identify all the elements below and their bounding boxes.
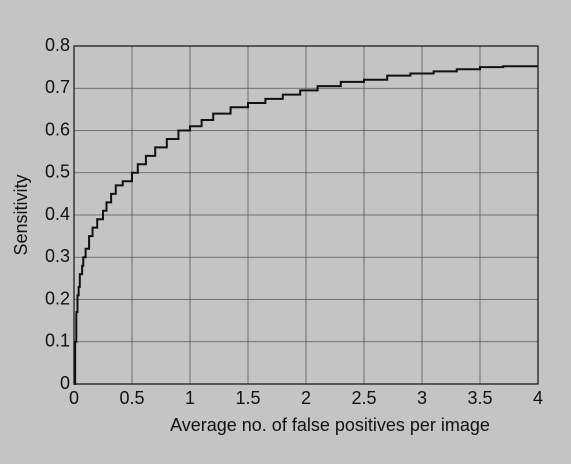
y-tick-label: 0.1: [45, 331, 70, 351]
x-tick-label: 2: [301, 388, 311, 408]
y-tick-label: 0.2: [45, 288, 70, 308]
y-tick-label: 0.8: [45, 35, 70, 55]
x-tick-label: 2.5: [351, 388, 376, 408]
x-tick-label: 0.5: [119, 388, 144, 408]
y-tick-label: 0.3: [45, 246, 70, 266]
x-tick-label: 1: [185, 388, 195, 408]
y-tick-label: 0.6: [45, 119, 70, 139]
x-axis-label: Average no. of false positives per image: [170, 415, 490, 435]
x-tick-label: 3: [417, 388, 427, 408]
y-tick-label: 0.4: [45, 204, 70, 224]
line: [74, 65, 538, 385]
x-tick-label: 3.5: [467, 388, 492, 408]
x-tick-label: 1.5: [235, 388, 260, 408]
y-tick-label: 0: [60, 373, 70, 393]
y-tick-label: 0.5: [45, 162, 70, 182]
plot-frame: [73, 45, 539, 385]
y-axis-label: Sensitivity: [11, 174, 31, 255]
x-tick-label: 4: [533, 388, 543, 408]
x-tick-label: 0: [69, 388, 79, 408]
y-tick-label: 0.7: [45, 77, 70, 97]
